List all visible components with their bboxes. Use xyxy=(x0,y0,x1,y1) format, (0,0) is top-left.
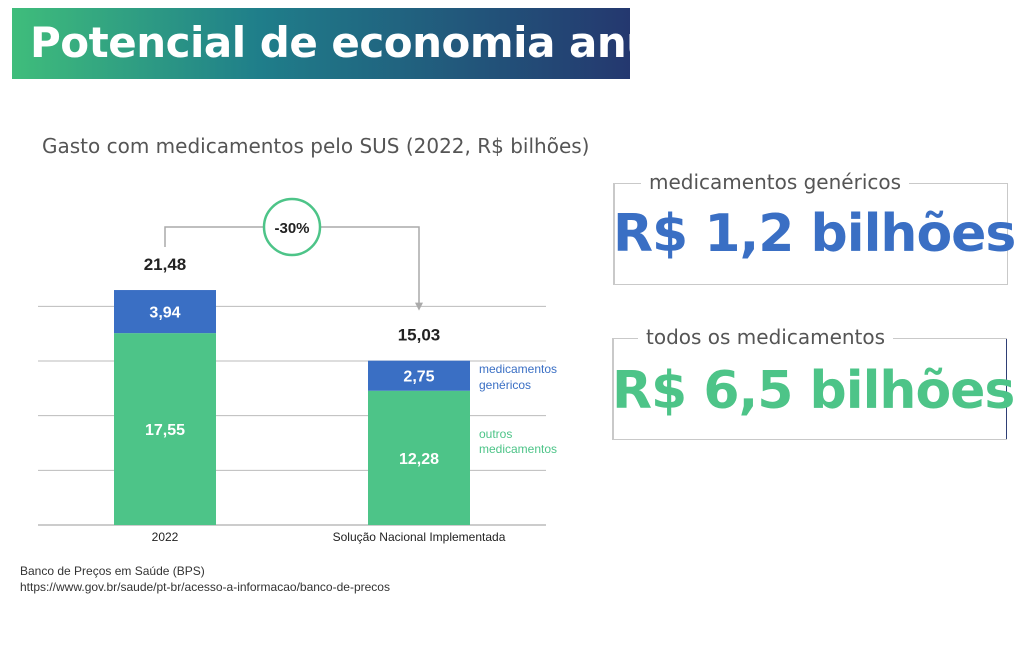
card-generic-savings: medicamentos genéricos R$ 1,2 bilhões xyxy=(613,170,1016,285)
card-all-value: R$ 6,5 bilhões xyxy=(612,361,1015,421)
source-note: Banco de Preços em Saúde (BPS) https://w… xyxy=(20,563,390,595)
total-label-0: 21,48 xyxy=(144,255,187,274)
bracket-arrowhead xyxy=(415,302,423,311)
reduction-badge xyxy=(262,197,322,257)
title-banner: Potencial de economia anual xyxy=(12,8,698,79)
source-name: Banco de Preços em Saúde (BPS) xyxy=(20,564,205,578)
bar-genericos-1 xyxy=(368,360,470,391)
legend-others-line2: medicamentos xyxy=(479,442,557,456)
legend-others-line1: outros xyxy=(479,427,512,441)
card-all-label: todos os medicamentos xyxy=(638,325,894,349)
card-generic-label: medicamentos genéricos xyxy=(641,170,910,194)
card-all-savings: todos os medicamentos R$ 6,5 bilhões xyxy=(612,325,1015,440)
x-tick-label-1: Solução Nacional Implementada xyxy=(333,530,506,544)
reduction-label: -30% xyxy=(274,220,309,237)
stacked-bar-chart: 17,55 3,94 21,48 2022 12,28 2,75 15,03 Solução … xyxy=(38,197,557,544)
data-label-genericos-1: 2,75 xyxy=(403,369,434,386)
legend-generic-line2: genéricos xyxy=(479,378,531,392)
data-label-outros-1: 12,28 xyxy=(399,451,439,468)
card-generic-value: R$ 1,2 bilhões xyxy=(613,204,1016,264)
data-label-outros-0: 17,55 xyxy=(145,422,185,439)
legend-generic-line1: medicamentos xyxy=(479,362,557,376)
data-label-genericos-0: 3,94 xyxy=(149,305,180,322)
bar-genericos-0 xyxy=(114,290,216,334)
source-url: https://www.gov.br/saude/pt-br/acesso-a-… xyxy=(20,580,390,594)
bar-outros-0 xyxy=(114,333,216,525)
bar-outros-1 xyxy=(368,390,470,525)
x-tick-label-0: 2022 xyxy=(152,530,179,544)
total-label-1: 15,03 xyxy=(398,326,441,345)
chart-title: Gasto com medicamentos pelo SUS (2022, R… xyxy=(42,134,590,158)
page-title: Potencial de economia anual xyxy=(30,18,698,67)
